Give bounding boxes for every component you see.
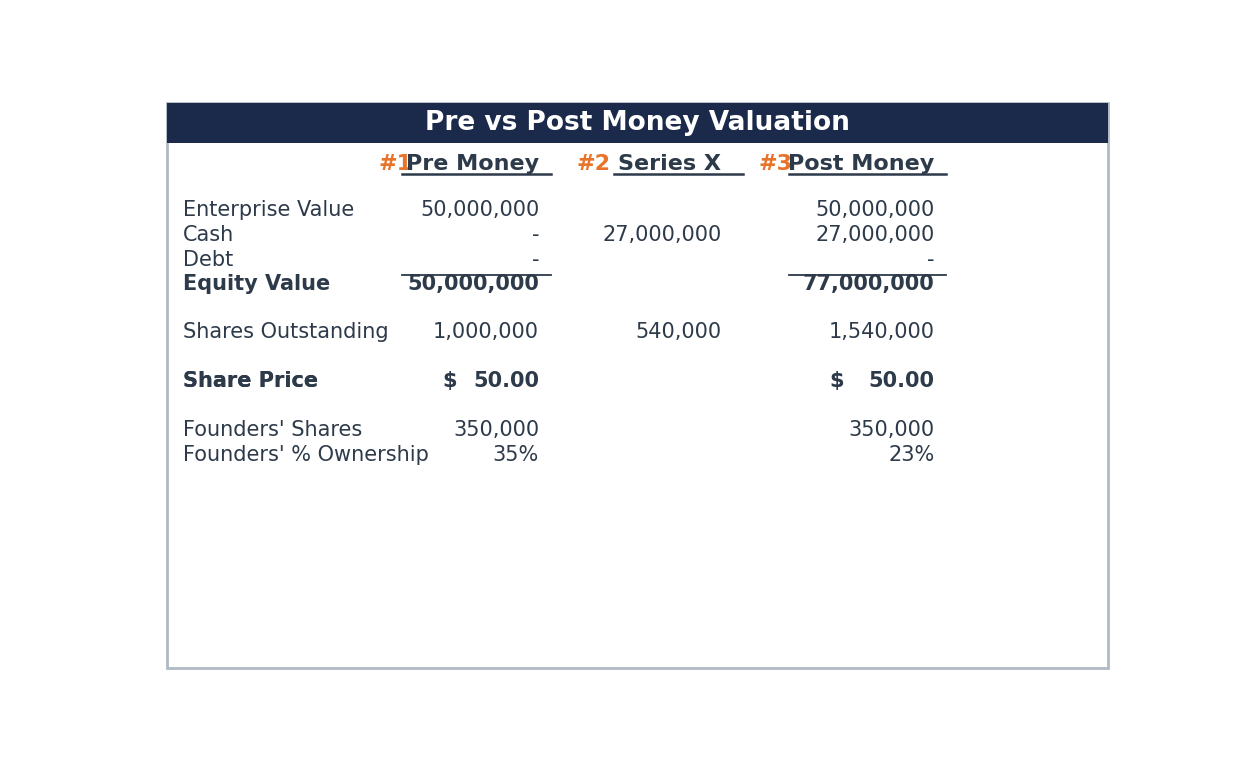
Text: Series X: Series X — [618, 154, 722, 174]
Text: 50.00: 50.00 — [473, 371, 539, 391]
Text: Share Price: Share Price — [183, 371, 317, 391]
Text: Share Price: Share Price — [183, 371, 317, 391]
Text: 540,000: 540,000 — [636, 322, 722, 342]
Text: 50,000,000: 50,000,000 — [815, 200, 934, 220]
Text: Shares Outstanding: Shares Outstanding — [183, 322, 388, 342]
Text: Post Money: Post Money — [789, 154, 934, 174]
Text: 35%: 35% — [493, 445, 539, 465]
Text: -: - — [531, 225, 539, 245]
Text: 23%: 23% — [888, 445, 934, 465]
Text: Pre vs Post Money Valuation: Pre vs Post Money Valuation — [425, 110, 850, 136]
Text: Pre Money: Pre Money — [406, 154, 539, 174]
FancyBboxPatch shape — [167, 103, 1108, 668]
FancyBboxPatch shape — [167, 103, 1108, 144]
Text: Debt: Debt — [183, 250, 233, 270]
Text: 50.00: 50.00 — [868, 371, 934, 391]
Text: 77,000,000: 77,000,000 — [802, 274, 934, 294]
Text: 1,540,000: 1,540,000 — [829, 322, 934, 342]
Text: Enterprise Value: Enterprise Value — [183, 200, 353, 220]
Text: 350,000: 350,000 — [848, 420, 934, 441]
Text: Founders' Shares: Founders' Shares — [183, 420, 362, 441]
Text: $: $ — [830, 371, 845, 391]
Text: 27,000,000: 27,000,000 — [815, 225, 934, 245]
Text: #1: #1 — [378, 154, 413, 174]
Text: 50,000,000: 50,000,000 — [420, 200, 539, 220]
Text: #3: #3 — [759, 154, 792, 174]
Text: 1,000,000: 1,000,000 — [433, 322, 539, 342]
Text: 350,000: 350,000 — [453, 420, 539, 441]
Text: $: $ — [443, 371, 457, 391]
Text: -: - — [531, 250, 539, 270]
Text: 50,000,000: 50,000,000 — [407, 274, 539, 294]
Text: -: - — [927, 250, 934, 270]
Text: Cash: Cash — [183, 225, 234, 245]
Text: 27,000,000: 27,000,000 — [602, 225, 722, 245]
Text: Founders' % Ownership: Founders' % Ownership — [183, 445, 428, 465]
Text: Equity Value: Equity Value — [183, 274, 330, 294]
Text: #2: #2 — [576, 154, 611, 174]
